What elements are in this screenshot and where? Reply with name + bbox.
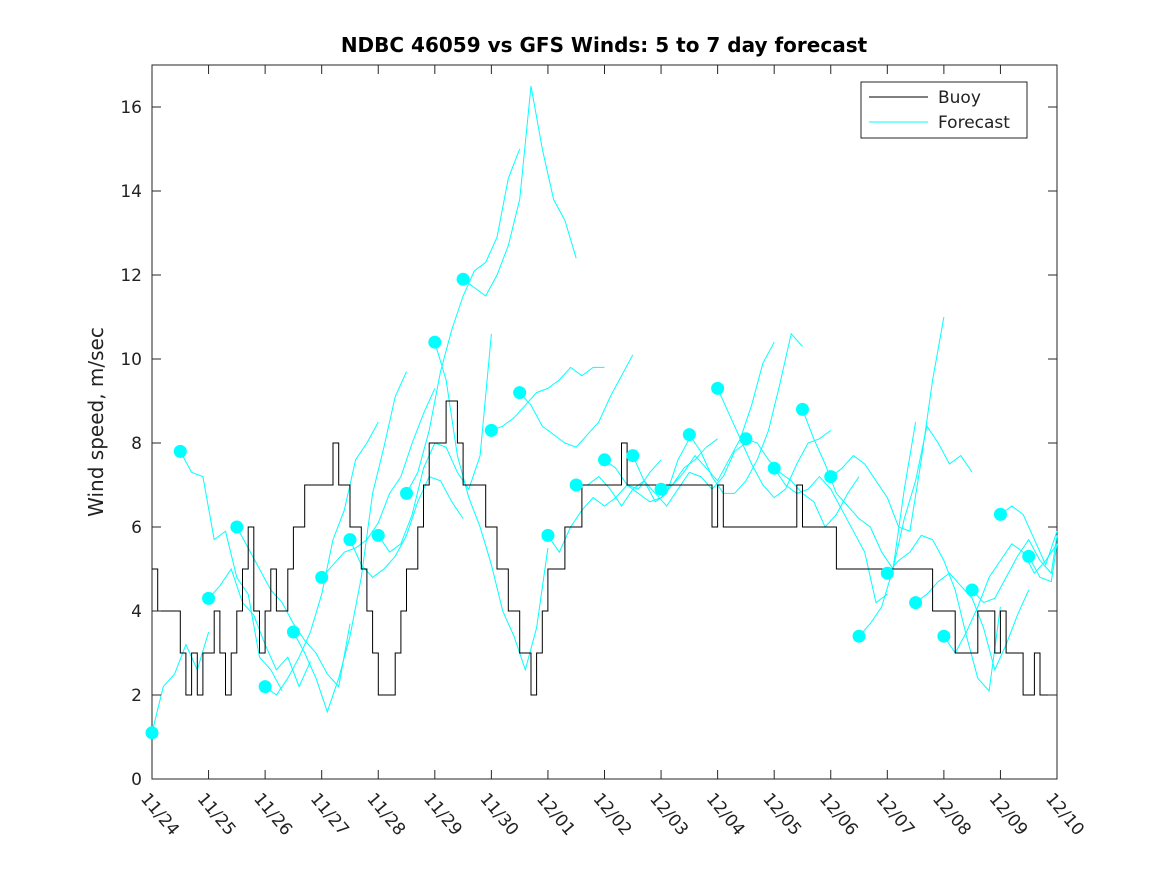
forecast-run-line — [462, 85, 577, 297]
forecast-marker — [598, 453, 611, 467]
forecast-run-line — [236, 526, 351, 688]
forecast-marker — [315, 570, 329, 584]
series-layer — [145, 85, 1058, 740]
forecast-run-line — [1000, 505, 1058, 567]
forecast-run-line — [406, 148, 521, 494]
legend: Buoy Forecast — [860, 81, 1028, 139]
forecast-marker — [937, 629, 951, 643]
forecast-marker — [343, 533, 357, 547]
y-axis-label: Wind speed, m/sec — [84, 327, 108, 517]
forecast-run-line — [519, 354, 634, 448]
forecast-marker — [569, 478, 583, 492]
y-tick-label: 14 — [120, 182, 142, 202]
forecast-marker — [824, 470, 838, 484]
forecast-marker — [965, 583, 979, 597]
forecast-run-line — [802, 409, 917, 571]
y-tick-label: 4 — [131, 602, 142, 622]
forecast-run-line — [943, 543, 1058, 654]
forecast-marker — [767, 461, 781, 475]
forecast-marker — [739, 432, 753, 446]
forecast-run-line — [547, 459, 662, 554]
forecast-marker — [541, 528, 555, 542]
legend-box — [860, 81, 1028, 139]
plot-area — [151, 64, 1058, 780]
forecast-run-line — [349, 475, 464, 579]
forecast-marker — [202, 591, 216, 605]
forecast-run-line — [660, 341, 775, 490]
forecast-marker — [456, 272, 470, 286]
forecast-marker — [880, 566, 894, 580]
forecast-marker — [909, 596, 923, 610]
forecast-run-line — [434, 342, 549, 672]
y-tick-label: 6 — [131, 518, 142, 538]
forecast-run-line — [321, 388, 436, 578]
forecast-run-line — [717, 388, 832, 499]
forecast-marker — [1022, 549, 1036, 563]
chart-title: NDBC 46059 vs GFS Winds: 5 to 7 day fore… — [341, 33, 868, 57]
forecast-marker — [795, 402, 809, 416]
forecast-marker — [145, 726, 159, 740]
forecast-marker — [428, 335, 442, 349]
forecast-marker — [258, 680, 272, 694]
forecast-marker — [484, 423, 498, 437]
y-tick-label: 10 — [120, 350, 142, 370]
forecast-marker — [286, 625, 300, 639]
y-tick-label: 2 — [131, 686, 142, 706]
forecast-run-line — [179, 451, 283, 692]
forecast-run-line — [688, 332, 803, 494]
forecast-run-line — [264, 421, 379, 696]
forecast-run-line — [858, 424, 973, 637]
forecast-run-line — [915, 572, 1030, 672]
y-tick-label: 16 — [120, 98, 142, 118]
forecast-run-line — [632, 442, 747, 507]
forecast-marker — [711, 381, 725, 395]
forecast-marker — [400, 486, 414, 500]
forecast-marker — [626, 449, 640, 463]
forecast-run-line — [886, 534, 1001, 692]
forecast-run-line — [971, 535, 1058, 604]
forecast-marker — [682, 428, 696, 442]
y-tick-label: 0 — [131, 770, 142, 790]
legend-label-buoy: Buoy — [938, 88, 981, 108]
forecast-marker — [513, 386, 527, 400]
forecast-marker — [173, 444, 187, 458]
y-tick-label: 12 — [120, 266, 142, 286]
y-tick-label: 8 — [131, 434, 142, 454]
forecast-marker — [852, 629, 866, 643]
forecast-marker — [371, 528, 385, 542]
forecast-marker — [654, 482, 668, 496]
buoy-series-line — [152, 400, 1057, 696]
forecast-run-line — [1028, 543, 1058, 583]
forecast-run-line — [292, 371, 407, 714]
forecast-marker — [993, 507, 1007, 521]
legend-label-forecast: Forecast — [938, 113, 1010, 133]
forecast-run-line — [151, 631, 210, 733]
forecast-run-line — [491, 366, 605, 431]
forecast-run-line — [604, 438, 718, 503]
forecast-marker — [230, 520, 244, 534]
